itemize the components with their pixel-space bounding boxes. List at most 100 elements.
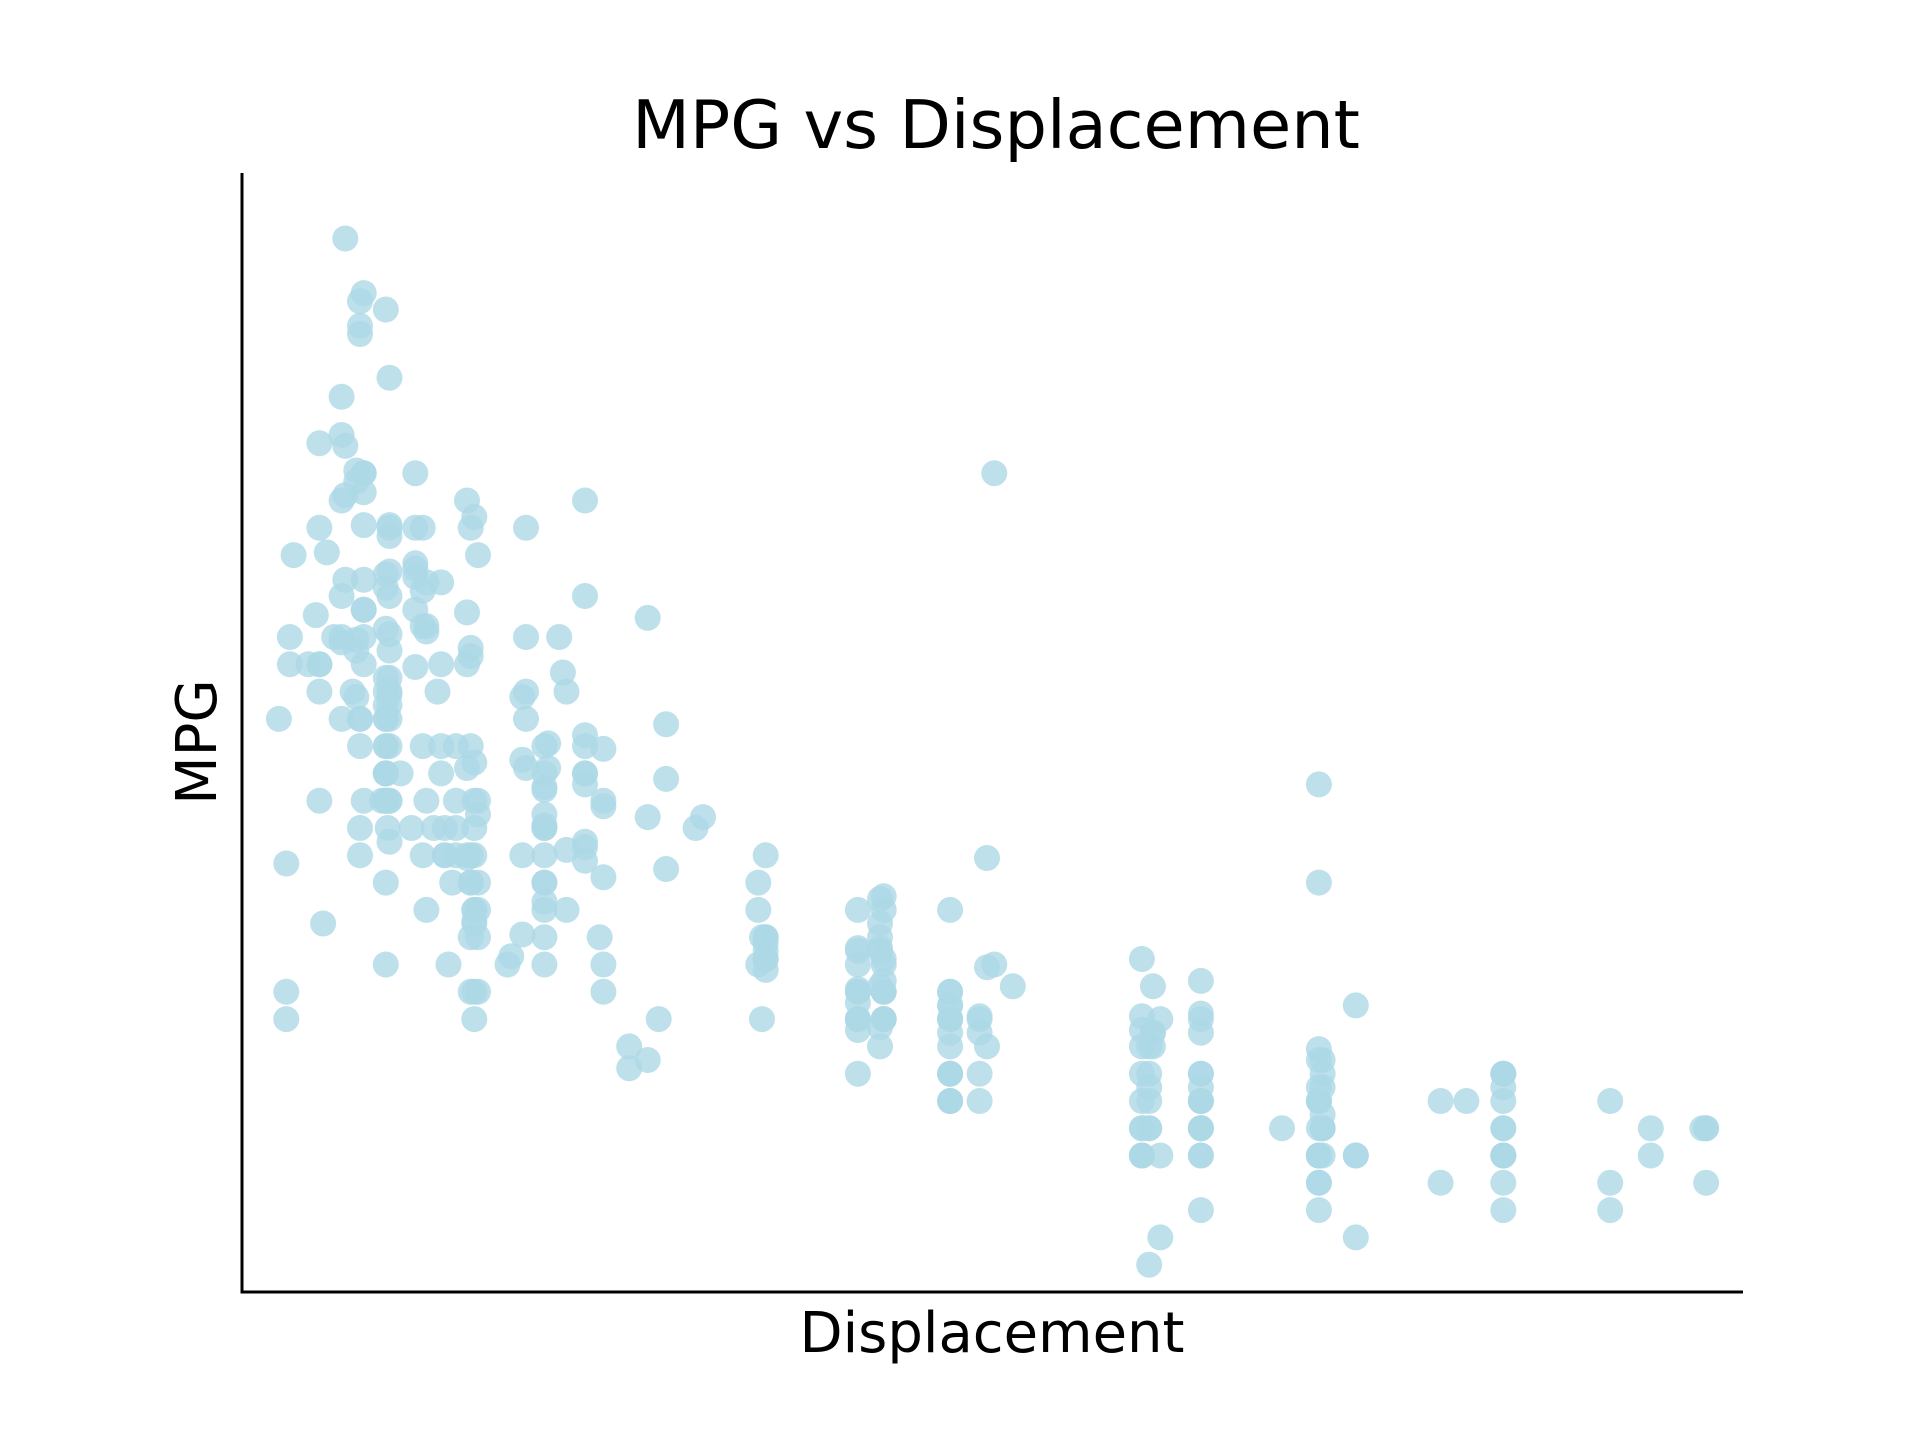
- data-point: [273, 1006, 300, 1033]
- data-point: [1693, 1115, 1720, 1142]
- data-point: [546, 624, 573, 650]
- data-point: [1136, 1115, 1163, 1142]
- data-point: [347, 842, 373, 869]
- data-point: [1305, 1036, 1332, 1063]
- data-point: [745, 869, 772, 896]
- data-point: [442, 815, 469, 841]
- data-point: [616, 1055, 643, 1082]
- data-point: [1490, 1197, 1517, 1224]
- data-point: [1187, 1197, 1214, 1224]
- data-point: [937, 1060, 964, 1087]
- data-point: [306, 678, 333, 705]
- data-point: [1136, 1251, 1163, 1278]
- data-point: [513, 705, 539, 732]
- data-point: [634, 604, 661, 631]
- data-point: [844, 1060, 871, 1087]
- data-point: [966, 1060, 993, 1087]
- data-point: [531, 951, 558, 978]
- data-point: [531, 888, 558, 915]
- data-point: [306, 430, 333, 457]
- data-point: [1187, 1019, 1214, 1046]
- x-axis-label: Displacement: [800, 1301, 1185, 1366]
- data-point: [553, 896, 580, 923]
- data-point: [535, 730, 562, 757]
- data-point: [844, 1017, 871, 1043]
- data-point: [653, 765, 680, 792]
- data-point: [531, 869, 558, 896]
- data-point: [999, 973, 1026, 1000]
- data-point: [306, 514, 333, 541]
- data-point: [1309, 1074, 1336, 1101]
- data-point: [347, 733, 373, 760]
- data-point: [402, 654, 429, 680]
- data-point: [1597, 1169, 1624, 1196]
- data-point: [454, 845, 480, 871]
- data-point: [1305, 869, 1332, 896]
- data-point: [1128, 1017, 1155, 1043]
- data-point: [328, 705, 355, 732]
- data-point: [844, 896, 871, 923]
- data-point: [372, 615, 399, 642]
- data-point: [749, 1006, 775, 1033]
- data-point: [1128, 1142, 1155, 1169]
- data-point: [343, 684, 370, 710]
- data-point: [1187, 967, 1214, 994]
- data-point: [586, 924, 613, 951]
- data-point: [974, 845, 1000, 871]
- data-point: [413, 787, 440, 814]
- data-point: [1305, 1169, 1332, 1196]
- data-point: [372, 733, 399, 760]
- data-point: [634, 804, 661, 831]
- data-points: [265, 225, 1720, 1278]
- data-point: [531, 760, 558, 787]
- data-point: [1342, 1224, 1369, 1251]
- data-point: [645, 1006, 672, 1033]
- data-point: [531, 924, 558, 951]
- data-point: [590, 864, 617, 891]
- data-point: [1187, 1115, 1214, 1142]
- data-point: [350, 280, 377, 307]
- data-point: [387, 760, 414, 787]
- data-point: [1637, 1115, 1664, 1142]
- data-point: [974, 1033, 1000, 1060]
- chart-title: MPG vs Displacement: [632, 86, 1360, 164]
- data-point: [870, 896, 897, 923]
- data-point: [376, 514, 403, 541]
- data-point: [347, 312, 373, 339]
- data-point: [1693, 1169, 1720, 1196]
- data-point: [350, 512, 377, 539]
- data-point: [409, 842, 436, 869]
- data-point: [867, 1014, 893, 1041]
- data-point: [413, 569, 440, 596]
- data-point: [974, 954, 1000, 981]
- data-point: [372, 951, 399, 978]
- data-point: [376, 828, 403, 855]
- data-point: [265, 705, 292, 732]
- data-point: [1269, 1115, 1295, 1142]
- data-point: [376, 364, 403, 391]
- data-point: [966, 1088, 993, 1114]
- data-point: [590, 951, 617, 978]
- data-point: [1342, 1142, 1369, 1169]
- data-point: [937, 896, 964, 923]
- data-point: [1305, 1197, 1332, 1224]
- data-point: [461, 907, 488, 934]
- data-point: [350, 787, 377, 814]
- data-point: [498, 943, 525, 970]
- data-point: [937, 1019, 964, 1046]
- data-point: [328, 629, 355, 656]
- data-point: [1637, 1142, 1664, 1169]
- data-point: [347, 705, 373, 732]
- data-point: [457, 514, 484, 541]
- data-point: [461, 1006, 488, 1033]
- data-point: [616, 1033, 643, 1060]
- data-point: [1187, 1000, 1214, 1027]
- data-point: [682, 815, 709, 841]
- data-point: [302, 602, 329, 629]
- data-point: [867, 1033, 893, 1060]
- data-point: [347, 815, 373, 841]
- data-point: [966, 1003, 993, 1030]
- data-point: [465, 801, 491, 828]
- data-point: [531, 812, 558, 839]
